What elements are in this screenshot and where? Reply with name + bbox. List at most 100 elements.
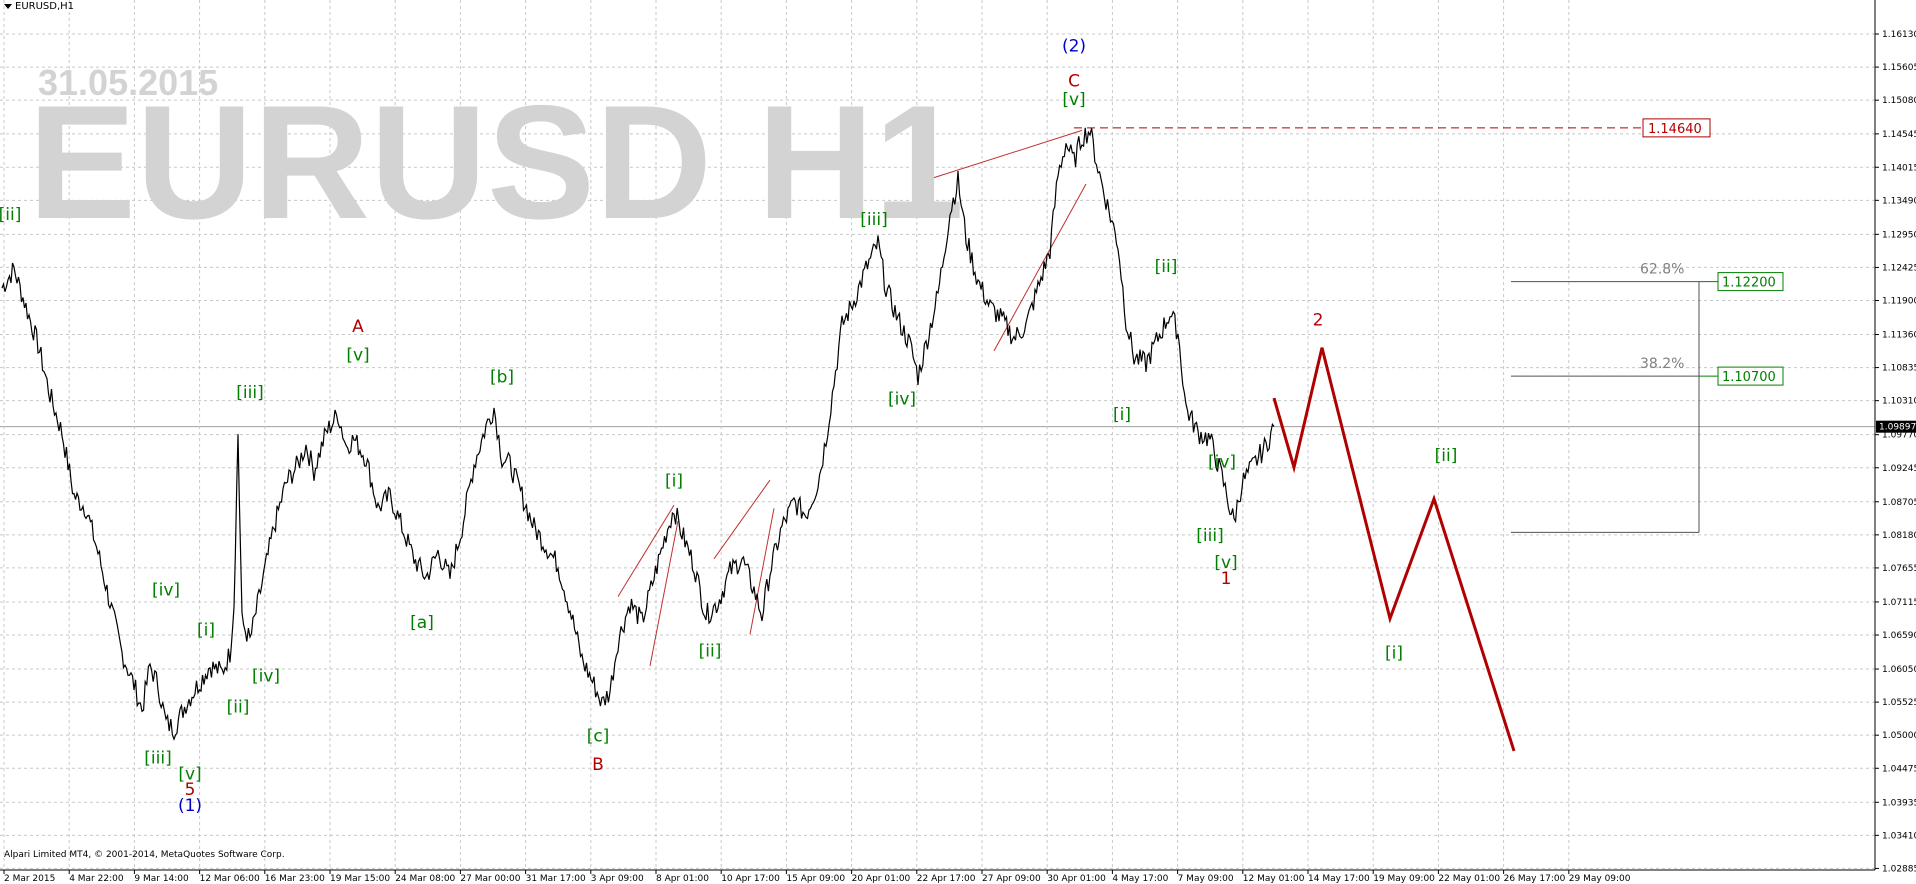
wave-label: [i] [1113, 405, 1131, 425]
y-tick-label: 1.11360 [1882, 331, 1916, 341]
y-tick-label: 1.05000 [1882, 731, 1916, 741]
wave-label: [ii] [0, 205, 21, 225]
wave-label: [iv] [252, 667, 280, 687]
wave-label: [v] [1062, 90, 1085, 110]
x-tick-label: 19 May 09:00 [1373, 874, 1435, 884]
fib-percent-label: 38.2% [1640, 356, 1684, 372]
x-tick-label: 15 Apr 09:00 [786, 874, 845, 884]
y-tick-label: 1.16130 [1882, 30, 1916, 40]
x-tick-label: 3 Apr 09:00 [591, 874, 644, 884]
fib-price-box [1717, 366, 1784, 386]
resistance-box [1642, 118, 1711, 138]
wave-labels: [ii][iv][i][iii][v]5(1)[ii][iii][iv]A[v]… [0, 37, 1457, 816]
y-tick-label: 1.02885 [1882, 864, 1916, 874]
wave-label: [iii] [144, 749, 171, 769]
wave-label: [iv] [888, 389, 916, 409]
y-tick-label: 1.15605 [1882, 63, 1916, 73]
x-tick-label: 12 Mar 06:00 [200, 874, 260, 884]
y-tick-label: 1.09770 [1882, 431, 1916, 441]
channel-line [749, 508, 775, 635]
x-tick-label: 27 Mar 00:00 [460, 874, 520, 884]
x-tick-label: 22 Apr 17:00 [917, 874, 976, 884]
x-tick-label: 27 Apr 09:00 [982, 874, 1041, 884]
wave-label: [iv] [152, 580, 180, 600]
y-tick-label: 1.14545 [1882, 130, 1916, 140]
y-tick-label: 1.06590 [1882, 631, 1916, 641]
resistance-label: 1.14640 [1648, 122, 1702, 137]
y-tick-label: 1.06050 [1882, 665, 1916, 675]
x-tick-label: 16 Mar 23:00 [265, 874, 325, 884]
fib-percent-label: 62.8% [1640, 262, 1684, 278]
wave-label: [i] [1385, 643, 1403, 663]
wave-label: [ii] [1435, 446, 1458, 466]
wave-label: [iii] [236, 383, 263, 403]
wave-label: [i] [197, 621, 215, 641]
projection-line [1272, 347, 1516, 752]
wave-label: B [592, 755, 604, 775]
copyright-footer: Alpari Limited MT4, © 2001-2014, MetaQuo… [4, 850, 285, 860]
channel-line [649, 520, 679, 666]
x-tick-label: 10 Apr 17:00 [721, 874, 780, 884]
x-tick-label: 4 May 17:00 [1112, 874, 1168, 884]
y-tick-label: 1.07655 [1882, 564, 1916, 574]
wave-label: [i] [665, 471, 683, 491]
x-tick-label: 29 May 09:00 [1569, 874, 1631, 884]
y-tick-label: 1.05525 [1882, 698, 1916, 708]
watermark-date: 31.05.2015 [38, 62, 218, 103]
projection-path: 1.14640 [1074, 118, 1711, 752]
fib-price-label: 1.12200 [1722, 276, 1776, 291]
wave-label: [iii] [860, 210, 887, 230]
channel-line [713, 479, 771, 560]
y-tick-label: 1.11900 [1882, 296, 1916, 306]
wave-label: [iv] [1208, 452, 1236, 472]
x-tick-label: 12 May 01:00 [1243, 874, 1305, 884]
wave-label: [c] [587, 726, 610, 746]
x-tick-label: 8 Apr 01:00 [656, 874, 709, 884]
x-tick-label: 9 Mar 14:00 [134, 874, 189, 884]
y-tick-label: 1.03935 [1882, 798, 1916, 808]
x-tick-label: 20 Apr 01:00 [852, 874, 911, 884]
y-tick-label: 1.14015 [1882, 163, 1916, 173]
x-tick-label: 31 Mar 17:00 [526, 874, 586, 884]
x-tick-label: 19 Mar 15:00 [330, 874, 390, 884]
y-tick-label: 1.13490 [1882, 196, 1916, 206]
watermark: 31.05.2015 EURUSD H1 [28, 62, 964, 253]
fib-price-box [1717, 272, 1784, 292]
y-tick-label: 1.04475 [1882, 764, 1916, 774]
y-tick-label: 1.12425 [1882, 263, 1916, 273]
time-axis: 2 Mar 2015 4 Mar 22:00 9 Mar 14:00 12 Mar 0… [3, 870, 1631, 884]
y-tick-label: 1.07115 [1882, 598, 1916, 608]
wave-label: [ii] [227, 698, 250, 718]
symbol-title: EURUSD,H1 [4, 1, 74, 12]
dropdown-icon[interactable] [4, 3, 12, 9]
price-line [1, 127, 1275, 741]
wave-label: [ii] [699, 641, 722, 661]
x-tick-label: 4 Mar 22:00 [69, 874, 124, 884]
wave-label: [iii] [1196, 526, 1223, 546]
x-tick-label: 22 May 01:00 [1438, 874, 1500, 884]
price-series [1, 127, 1275, 741]
y-tick-label: 1.08180 [1882, 531, 1916, 541]
wave-label: [v] [178, 764, 201, 784]
wedge-channels [617, 129, 1087, 666]
wave-label: [a] [410, 613, 434, 633]
fibonacci-levels: 62.8% 1.12200 38.2% 1.10700 [1511, 262, 1784, 533]
wave-label: A [352, 317, 364, 337]
wave-label: 1 [1221, 569, 1232, 589]
wave-label: [v] [1214, 553, 1237, 573]
chart-grid [0, 0, 1875, 870]
y-tick-label: 1.09245 [1882, 464, 1916, 474]
wave-label: [ii] [1155, 257, 1178, 277]
x-tick-label: 14 May 17:00 [1308, 874, 1370, 884]
watermark-title: EURUSD H1 [28, 72, 964, 253]
x-tick-label: 30 Apr 01:00 [1047, 874, 1106, 884]
current-price-label: 1.09897 [1879, 423, 1916, 433]
y-tick-label: 1.10835 [1882, 364, 1916, 374]
x-tick-label: 2 Mar 2015 [4, 874, 55, 884]
y-tick-label: 1.03410 [1882, 831, 1916, 841]
wave-label: [v] [346, 345, 369, 365]
x-tick-label: 24 Mar 08:00 [395, 874, 455, 884]
channel-line [993, 183, 1087, 352]
